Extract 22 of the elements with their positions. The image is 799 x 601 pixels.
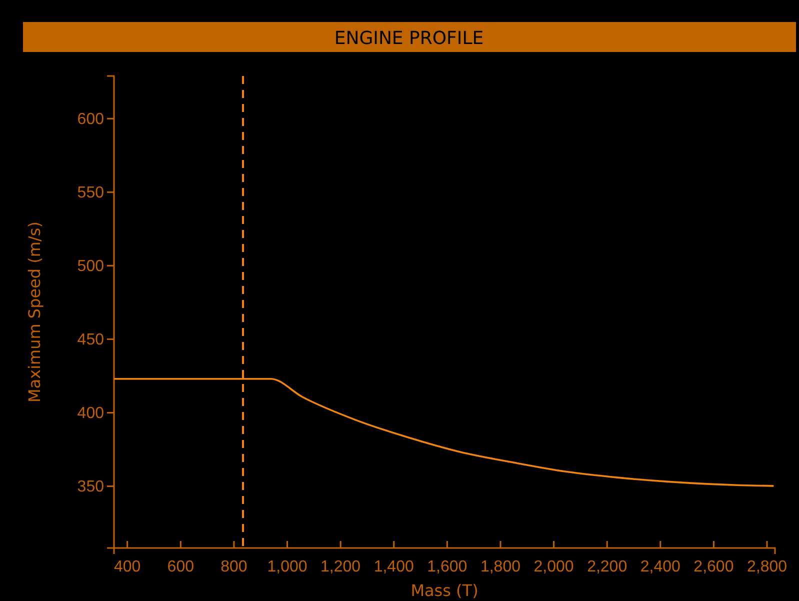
x-axis-title: Mass (T) (410, 581, 478, 600)
y-tick-label: 400 (77, 404, 104, 422)
x-tick-label: 2,000 (534, 558, 574, 576)
x-tick-label: 2,400 (640, 558, 681, 576)
y-axis-title: Maximum Speed (m/s) (25, 222, 44, 402)
x-tick-label: 2,600 (694, 558, 734, 576)
x-tick-label: 1,600 (427, 558, 468, 576)
chart-title: ENGINE PROFILE (334, 28, 484, 49)
x-tick-label: 800 (220, 558, 248, 576)
y-tick-label: 350 (77, 478, 104, 496)
x-tick-label: 1,400 (374, 558, 414, 576)
x-tick-label: 400 (114, 558, 141, 576)
x-tick-label: 2,800 (746, 558, 788, 576)
x-tick-label: 1,200 (320, 558, 361, 576)
x-tick-label: 2,200 (587, 558, 628, 576)
y-tick-label: 450 (77, 331, 104, 348)
y-tick-label: 500 (77, 258, 104, 275)
y-tick-label: 600 (77, 110, 104, 128)
x-tick-label: 1,000 (267, 558, 308, 576)
x-tick-label: 1,800 (480, 558, 521, 576)
x-tick-label: 600 (167, 558, 194, 576)
y-tick-label: 550 (77, 184, 104, 202)
